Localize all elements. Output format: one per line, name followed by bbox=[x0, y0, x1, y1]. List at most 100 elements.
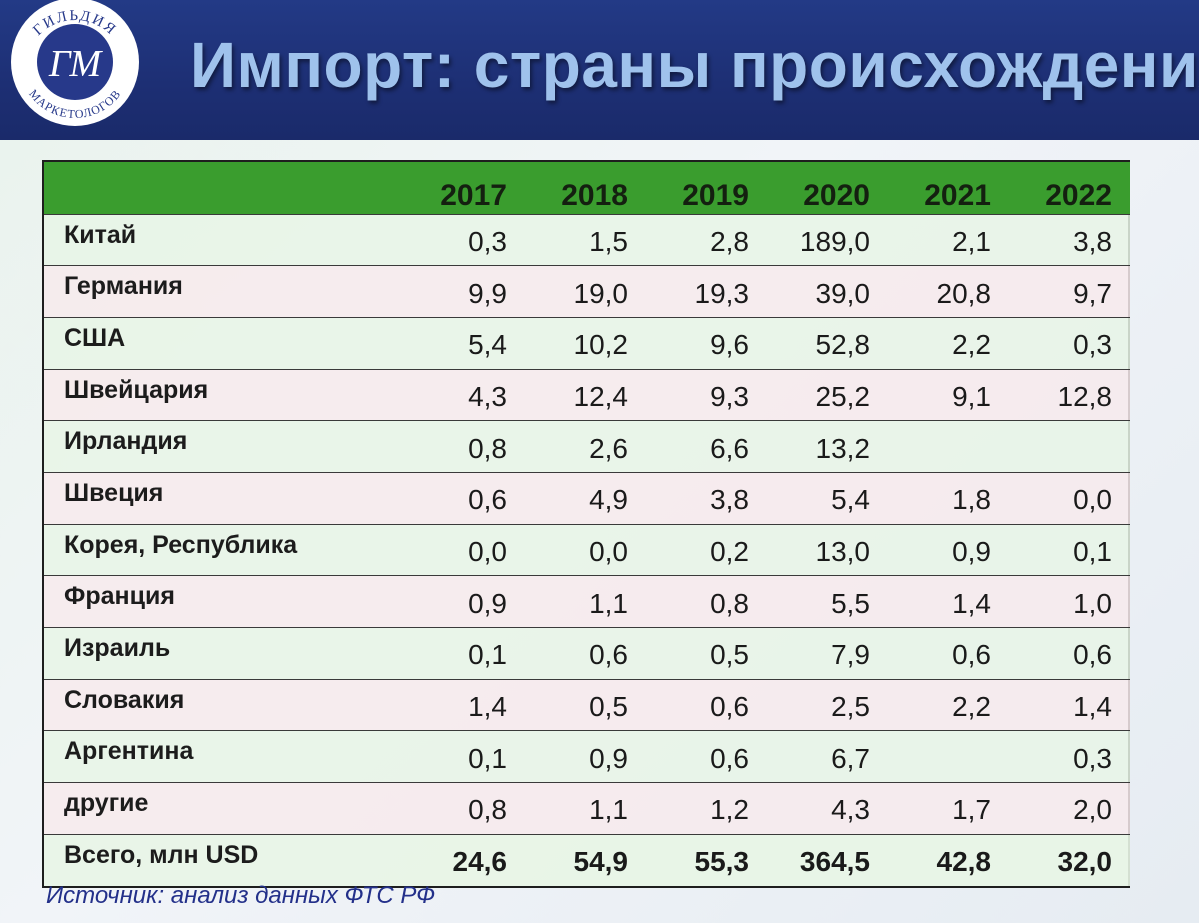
table-row: Китай 0,3 1,5 2,8 189,0 2,1 3,8 bbox=[44, 213, 1130, 266]
total-value-cell: 54,9 bbox=[525, 833, 646, 886]
value-cell: 0,1 bbox=[404, 627, 525, 680]
slide-header: ГИЛЬДИЯ МАРКЕТОЛОГОВ ГМ Импорт: страны п… bbox=[0, 0, 1199, 140]
value-cell: 0,9 bbox=[888, 523, 1009, 576]
country-cell: Швеция bbox=[44, 471, 404, 525]
value-cell: 4,9 bbox=[525, 471, 646, 525]
table-row: Израиль 0,1 0,6 0,5 7,9 0,6 0,6 bbox=[44, 627, 1130, 680]
value-cell bbox=[888, 420, 1009, 473]
value-cell: 7,9 bbox=[767, 627, 888, 680]
header-corner bbox=[44, 162, 404, 214]
value-cell: 0,6 bbox=[888, 627, 1009, 680]
value-cell: 2,2 bbox=[888, 678, 1009, 731]
guild-logo: ГИЛЬДИЯ МАРКЕТОЛОГОВ ГМ bbox=[11, 0, 139, 126]
value-cell: 1,4 bbox=[1009, 678, 1130, 731]
value-cell: 0,6 bbox=[525, 627, 646, 680]
value-cell: 13,2 bbox=[767, 420, 888, 473]
value-cell: 3,8 bbox=[646, 471, 767, 525]
value-cell: 25,2 bbox=[767, 368, 888, 421]
value-cell: 2,6 bbox=[525, 420, 646, 473]
country-cell: Израиль bbox=[44, 627, 404, 680]
import-table: 2017 2018 2019 2020 2021 2022 Китай 0,3 … bbox=[42, 160, 1130, 888]
table-header-row: 2017 2018 2019 2020 2021 2022 bbox=[44, 162, 1130, 214]
value-cell: 1,7 bbox=[888, 782, 1009, 835]
table-row: Ирландия 0,8 2,6 6,6 13,2 bbox=[44, 420, 1130, 473]
year-header: 2019 bbox=[646, 162, 767, 214]
value-cell: 189,0 bbox=[767, 213, 888, 266]
total-value-cell: 55,3 bbox=[646, 833, 767, 886]
value-cell: 9,3 bbox=[646, 368, 767, 421]
value-cell: 0,0 bbox=[525, 523, 646, 576]
table-row: другие 0,8 1,1 1,2 4,3 1,7 2,0 bbox=[44, 782, 1130, 835]
value-cell: 9,1 bbox=[888, 368, 1009, 421]
value-cell: 0,0 bbox=[404, 523, 525, 576]
value-cell: 0,8 bbox=[404, 782, 525, 835]
value-cell: 0,5 bbox=[525, 678, 646, 731]
table-row: США 5,4 10,2 9,6 52,8 2,2 0,3 bbox=[44, 316, 1130, 370]
source-note: Источник: анализ данных ФТС РФ bbox=[46, 882, 436, 909]
table-row: Словакия 1,4 0,5 0,6 2,5 2,2 1,4 bbox=[44, 678, 1130, 731]
total-value-cell: 364,5 bbox=[767, 833, 888, 886]
value-cell: 0,8 bbox=[404, 420, 525, 473]
table-row: Швейцария 4,3 12,4 9,3 25,2 9,1 12,8 bbox=[44, 368, 1130, 421]
table-row: Корея, Республика 0,0 0,0 0,2 13,0 0,9 0… bbox=[44, 523, 1130, 576]
value-cell: 19,3 bbox=[646, 265, 767, 318]
table-row: Германия 9,9 19,0 19,3 39,0 20,8 9,7 bbox=[44, 265, 1130, 318]
value-cell: 0,1 bbox=[404, 730, 525, 783]
value-cell: 9,6 bbox=[646, 316, 767, 370]
value-cell: 0,5 bbox=[646, 627, 767, 680]
value-cell: 3,8 bbox=[1009, 213, 1130, 266]
logo-monogram: ГМ bbox=[48, 43, 104, 85]
country-cell: Франция bbox=[44, 575, 404, 628]
value-cell bbox=[888, 730, 1009, 783]
value-cell: 2,1 bbox=[888, 213, 1009, 266]
value-cell: 0,6 bbox=[646, 730, 767, 783]
value-cell: 0,9 bbox=[525, 730, 646, 783]
year-header: 2022 bbox=[1009, 162, 1130, 214]
value-cell: 2,5 bbox=[767, 678, 888, 731]
value-cell: 0,3 bbox=[1009, 316, 1130, 370]
value-cell: 1,1 bbox=[525, 782, 646, 835]
value-cell: 0,6 bbox=[1009, 627, 1130, 680]
value-cell: 52,8 bbox=[767, 316, 888, 370]
value-cell: 1,4 bbox=[404, 678, 525, 731]
value-cell: 9,7 bbox=[1009, 265, 1130, 318]
value-cell: 0,3 bbox=[1009, 730, 1130, 783]
value-cell: 20,8 bbox=[888, 265, 1009, 318]
table-row: Франция 0,9 1,1 0,8 5,5 1,4 1,0 bbox=[44, 575, 1130, 628]
value-cell: 0,2 bbox=[646, 523, 767, 576]
country-cell: другие bbox=[44, 782, 404, 835]
value-cell: 9,9 bbox=[404, 265, 525, 318]
country-cell: Ирландия bbox=[44, 420, 404, 473]
total-value-cell: 24,6 bbox=[404, 833, 525, 886]
value-cell: 4,3 bbox=[404, 368, 525, 421]
slide-title: Импорт: страны происхождения bbox=[190, 29, 1199, 101]
value-cell: 0,9 bbox=[404, 575, 525, 628]
value-cell: 1,8 bbox=[888, 471, 1009, 525]
year-header: 2021 bbox=[888, 162, 1009, 214]
year-header: 2018 bbox=[525, 162, 646, 214]
table-row: Швеция 0,6 4,9 3,8 5,4 1,8 0,0 bbox=[44, 471, 1130, 525]
country-cell: Корея, Республика bbox=[44, 523, 404, 576]
value-cell bbox=[1009, 420, 1130, 473]
value-cell: 6,6 bbox=[646, 420, 767, 473]
country-cell: Германия bbox=[44, 265, 404, 318]
total-row: Всего, млн USD 24,6 54,9 55,3 364,5 42,8… bbox=[44, 833, 1130, 886]
total-value-cell: 32,0 bbox=[1009, 833, 1130, 886]
country-cell: Словакия bbox=[44, 678, 404, 731]
country-cell: Аргентина bbox=[44, 730, 404, 783]
value-cell: 12,4 bbox=[525, 368, 646, 421]
country-cell: США bbox=[44, 316, 404, 370]
value-cell: 5,5 bbox=[767, 575, 888, 628]
value-cell: 1,4 bbox=[888, 575, 1009, 628]
value-cell: 12,8 bbox=[1009, 368, 1130, 421]
value-cell: 10,2 bbox=[525, 316, 646, 370]
value-cell: 0,6 bbox=[646, 678, 767, 731]
country-cell: Китай bbox=[44, 213, 404, 266]
value-cell: 1,0 bbox=[1009, 575, 1130, 628]
value-cell: 5,4 bbox=[404, 316, 525, 370]
value-cell: 0,1 bbox=[1009, 523, 1130, 576]
value-cell: 5,4 bbox=[767, 471, 888, 525]
value-cell: 19,0 bbox=[525, 265, 646, 318]
total-label: Всего, млн USD bbox=[44, 833, 404, 886]
value-cell: 1,5 bbox=[525, 213, 646, 266]
